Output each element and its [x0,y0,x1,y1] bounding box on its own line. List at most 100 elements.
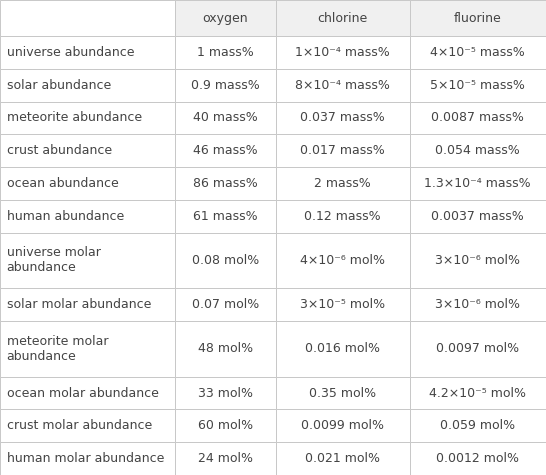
Text: 4×10⁻⁶ mol%: 4×10⁻⁶ mol% [300,254,385,267]
Text: 61 mass%: 61 mass% [193,209,258,223]
Text: 0.08 mol%: 0.08 mol% [192,254,259,267]
Text: 0.0087 mass%: 0.0087 mass% [431,112,524,124]
Bar [410,409,546,442]
Text: 1×10⁻⁴ mass%: 1×10⁻⁴ mass% [295,46,390,59]
Text: 4.2×10⁻⁵ mol%: 4.2×10⁻⁵ mol% [429,387,526,399]
Bar [410,233,546,288]
Text: 0.021 mol%: 0.021 mol% [305,452,380,465]
Bar [276,102,410,134]
Bar [175,167,276,200]
Bar [175,134,276,167]
Text: 0.0097 mol%: 0.0097 mol% [436,342,519,355]
Bar [276,321,410,377]
Text: solar abundance: solar abundance [7,79,111,92]
Text: meteorite molar
abundance: meteorite molar abundance [7,335,108,363]
Text: 1 mass%: 1 mass% [197,46,253,59]
Bar [0,0,175,36]
Text: meteorite abundance: meteorite abundance [7,112,141,124]
Bar [0,377,175,409]
Bar [0,200,175,233]
Bar [410,288,546,321]
Text: 3×10⁻⁶ mol%: 3×10⁻⁶ mol% [435,254,520,267]
Text: 0.35 mol%: 0.35 mol% [309,387,376,399]
Bar [175,200,276,233]
Text: 3×10⁻⁶ mol%: 3×10⁻⁶ mol% [435,298,520,311]
Text: 0.0012 mol%: 0.0012 mol% [436,452,519,465]
Bar [175,36,276,69]
Text: 0.037 mass%: 0.037 mass% [300,112,385,124]
Text: 46 mass%: 46 mass% [193,144,258,157]
Bar [410,69,546,102]
Text: 5×10⁻⁵ mass%: 5×10⁻⁵ mass% [430,79,525,92]
Bar [0,102,175,134]
Bar [0,321,175,377]
Bar [175,233,276,288]
Bar [276,233,410,288]
Text: 0.016 mol%: 0.016 mol% [305,342,380,355]
Bar [410,321,546,377]
Bar [410,102,546,134]
Text: fluorine: fluorine [454,11,502,25]
Bar [410,0,546,36]
Text: 2 mass%: 2 mass% [314,177,371,190]
Text: 33 mol%: 33 mol% [198,387,253,399]
Text: ocean molar abundance: ocean molar abundance [7,387,158,399]
Bar [276,69,410,102]
Bar [276,409,410,442]
Bar [276,200,410,233]
Text: 86 mass%: 86 mass% [193,177,258,190]
Bar [276,288,410,321]
Bar [276,36,410,69]
Text: chlorine: chlorine [317,11,368,25]
Bar [175,288,276,321]
Bar [410,442,546,475]
Text: 0.12 mass%: 0.12 mass% [304,209,381,223]
Text: 1.3×10⁻⁴ mass%: 1.3×10⁻⁴ mass% [424,177,531,190]
Text: 0.0037 mass%: 0.0037 mass% [431,209,524,223]
Bar [0,69,175,102]
Bar [175,409,276,442]
Bar [175,102,276,134]
Text: 0.017 mass%: 0.017 mass% [300,144,385,157]
Text: 24 mol%: 24 mol% [198,452,253,465]
Text: oxygen: oxygen [203,11,248,25]
Text: solar molar abundance: solar molar abundance [7,298,151,311]
Text: 0.054 mass%: 0.054 mass% [435,144,520,157]
Bar [0,409,175,442]
Text: 4×10⁻⁵ mass%: 4×10⁻⁵ mass% [430,46,525,59]
Bar [410,200,546,233]
Bar [0,442,175,475]
Text: 0.059 mol%: 0.059 mol% [440,419,515,432]
Bar [175,69,276,102]
Text: universe molar
abundance: universe molar abundance [7,247,100,275]
Text: human abundance: human abundance [7,209,124,223]
Bar [276,134,410,167]
Bar [0,233,175,288]
Text: 40 mass%: 40 mass% [193,112,258,124]
Text: 48 mol%: 48 mol% [198,342,253,355]
Bar [175,321,276,377]
Text: 0.0099 mol%: 0.0099 mol% [301,419,384,432]
Text: 0.9 mass%: 0.9 mass% [191,79,259,92]
Bar [410,377,546,409]
Bar [175,0,276,36]
Bar [0,167,175,200]
Text: human molar abundance: human molar abundance [7,452,164,465]
Text: 8×10⁻⁴ mass%: 8×10⁻⁴ mass% [295,79,390,92]
Bar [276,442,410,475]
Bar [276,0,410,36]
Text: 3×10⁻⁵ mol%: 3×10⁻⁵ mol% [300,298,385,311]
Bar [410,36,546,69]
Bar [175,377,276,409]
Text: 60 mol%: 60 mol% [198,419,253,432]
Bar [0,288,175,321]
Bar [410,167,546,200]
Bar [276,167,410,200]
Text: 0.07 mol%: 0.07 mol% [192,298,259,311]
Bar [410,134,546,167]
Bar [175,442,276,475]
Text: universe abundance: universe abundance [7,46,134,59]
Bar [276,377,410,409]
Text: ocean abundance: ocean abundance [7,177,118,190]
Text: crust molar abundance: crust molar abundance [7,419,152,432]
